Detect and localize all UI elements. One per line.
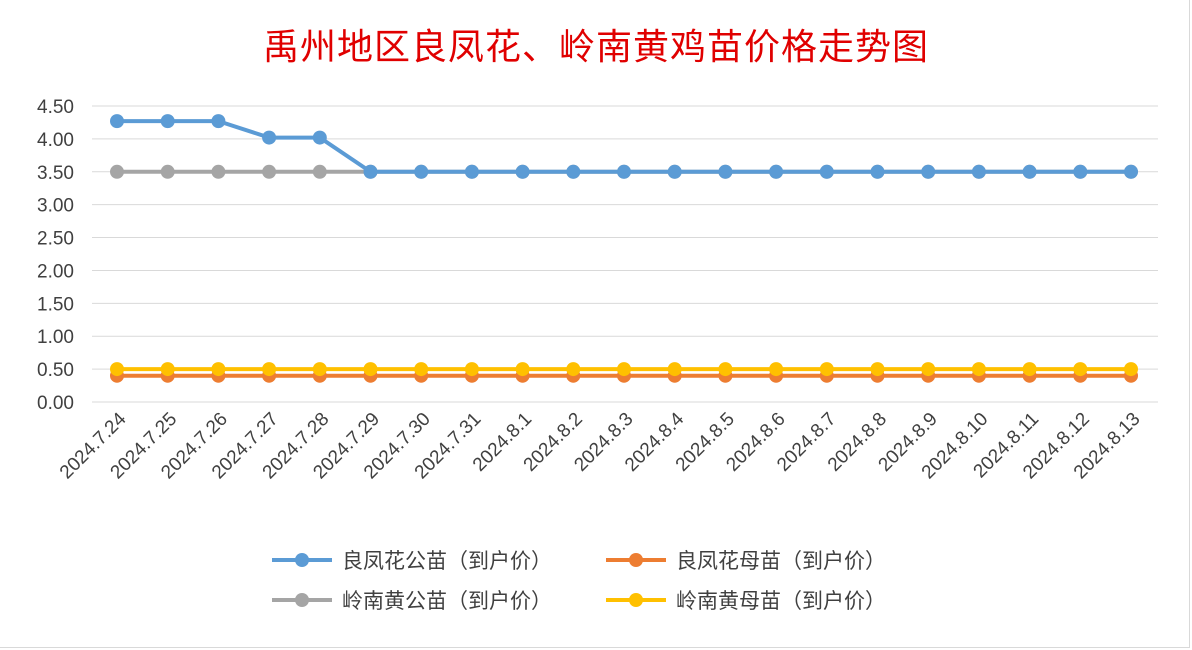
data-point	[971, 362, 986, 377]
legend-label: 岭南黄公苗（到户价）	[342, 589, 552, 613]
legend-swatch-marker	[629, 553, 643, 567]
data-point	[211, 164, 226, 179]
grid-lines	[92, 105, 1158, 403]
legend-label: 岭南黄母苗（到户价）	[676, 589, 886, 613]
data-point	[921, 362, 936, 377]
data-point	[566, 164, 581, 179]
data-point	[819, 164, 834, 179]
data-point	[921, 164, 936, 179]
series-layer	[110, 114, 1138, 383]
data-point	[464, 362, 479, 377]
series-line	[117, 119, 1131, 174]
data-point	[414, 362, 429, 377]
data-point	[211, 362, 226, 377]
data-point	[464, 164, 479, 179]
series-1	[110, 114, 1138, 179]
data-point	[110, 164, 124, 179]
y-tick-label: 2.50	[37, 229, 74, 250]
legend-item: 良凤花公苗（到户价）	[272, 549, 552, 573]
legend-item: 岭南黄公苗（到户价）	[272, 589, 552, 613]
data-point	[819, 362, 834, 377]
data-point	[1124, 164, 1138, 179]
y-tick-label: 4.50	[37, 97, 74, 118]
data-point	[1124, 362, 1138, 377]
data-point	[718, 164, 733, 179]
data-point	[870, 164, 885, 179]
legend-item: 岭南黄母苗（到户价）	[606, 589, 886, 613]
legend-label: 良凤花母苗（到户价）	[676, 549, 886, 573]
data-point	[262, 362, 277, 377]
data-point	[211, 114, 226, 129]
y-tick-label: 1.50	[37, 294, 74, 315]
data-point	[971, 164, 986, 179]
x-axis-ticks: 2024.7.242024.7.252024.7.262024.7.272024…	[56, 408, 1145, 483]
data-point	[312, 362, 327, 377]
data-point	[363, 164, 378, 179]
data-point	[870, 362, 885, 377]
data-point	[1073, 164, 1088, 179]
data-point	[363, 362, 378, 377]
data-point	[262, 164, 277, 179]
data-point	[1022, 164, 1037, 179]
y-tick-label: 3.00	[37, 196, 74, 217]
data-point	[110, 114, 124, 129]
data-point	[160, 362, 175, 377]
data-point	[515, 164, 530, 179]
y-tick-label: 0.00	[37, 393, 74, 414]
legend-label: 良凤花公苗（到户价）	[342, 549, 552, 573]
data-point	[617, 164, 631, 179]
data-point	[617, 362, 631, 377]
data-point	[262, 130, 277, 145]
data-point	[515, 362, 530, 377]
data-point	[312, 164, 327, 179]
legend-item: 良凤花母苗（到户价）	[606, 549, 886, 573]
data-point	[312, 130, 327, 145]
chart-title: 禹州地区良凤花、岭南黄鸡苗价格走势图	[262, 27, 929, 68]
data-point	[718, 362, 733, 377]
data-point	[414, 164, 429, 179]
data-point	[1073, 362, 1088, 377]
data-point	[160, 114, 175, 129]
data-point	[110, 362, 124, 377]
data-point	[769, 164, 784, 179]
data-point	[1022, 362, 1037, 377]
data-point	[667, 164, 682, 179]
data-point	[667, 362, 682, 377]
y-tick-label: 0.50	[37, 360, 74, 381]
series-4	[110, 362, 1138, 377]
legend-swatch-marker	[295, 553, 309, 567]
legend: 良凤花公苗（到户价） 良凤花母苗（到户价） 岭南黄公苗（到户价） 岭南黄母苗（到户价）	[272, 549, 886, 613]
data-point	[769, 362, 784, 377]
data-point	[566, 362, 581, 377]
y-axis-ticks: 0.00 0.50 1.00 1.50 2.00 2.50 3.00 3.50 4.00 4.50	[37, 97, 74, 414]
y-tick-label: 4.00	[37, 130, 74, 151]
legend-swatch-marker	[629, 593, 643, 607]
y-tick-label: 3.50	[37, 163, 74, 184]
data-point	[160, 164, 175, 179]
y-tick-label: 2.00	[37, 261, 74, 282]
legend-swatch-marker	[295, 593, 309, 607]
y-tick-label: 1.00	[37, 327, 74, 348]
